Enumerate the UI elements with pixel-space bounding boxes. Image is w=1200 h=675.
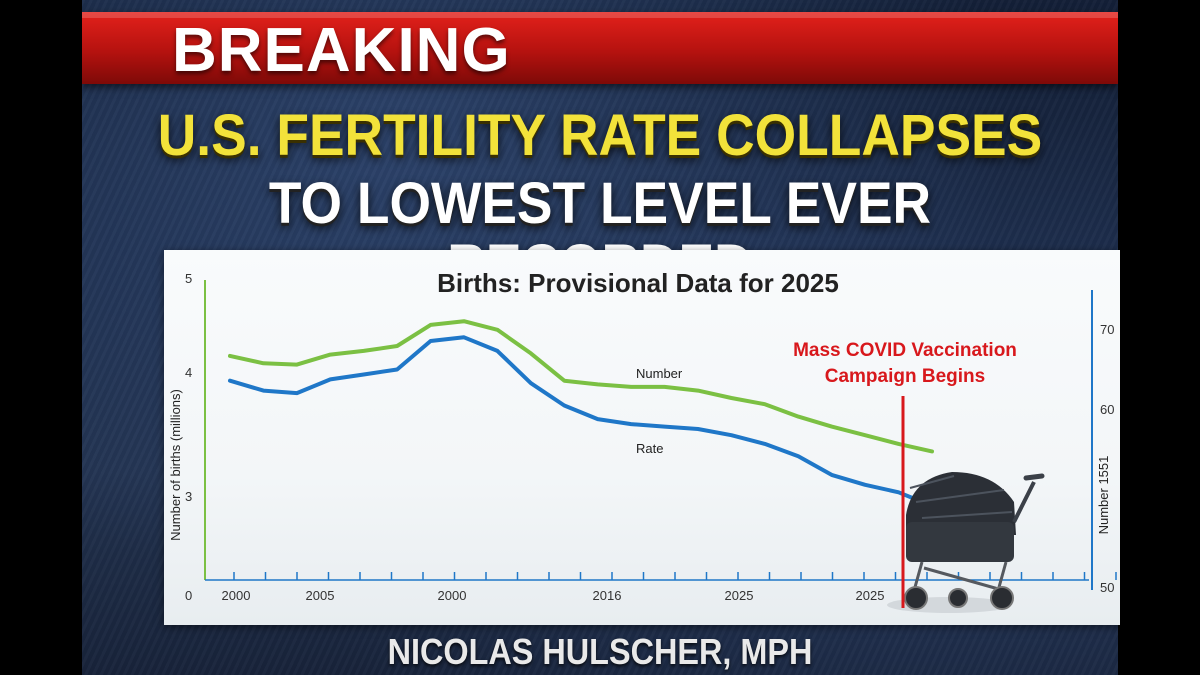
data-point-number bbox=[629, 385, 633, 389]
data-point-rate bbox=[562, 403, 566, 408]
data-point-rate bbox=[328, 377, 332, 381]
data-point-rate bbox=[796, 454, 800, 458]
data-point-number bbox=[295, 363, 299, 367]
stroller-basket bbox=[906, 522, 1014, 562]
data-point-number bbox=[261, 361, 265, 365]
data-point-number bbox=[429, 323, 433, 327]
series-line-rate bbox=[228, 335, 934, 508]
x-tick-label: 2025 bbox=[725, 588, 754, 603]
right-axis-label: Number 1551 bbox=[1096, 456, 1111, 535]
data-point-number bbox=[696, 389, 700, 393]
data-point-number bbox=[529, 351, 533, 355]
stroller-wheel bbox=[904, 586, 928, 610]
data-point-rate bbox=[395, 367, 399, 372]
data-point-number bbox=[930, 449, 934, 453]
left-tick-label: 0 bbox=[185, 588, 192, 603]
left-tick-label: 5 bbox=[185, 271, 192, 286]
chart-title: Births: Provisional Data for 2025 bbox=[437, 268, 839, 298]
data-point-rate bbox=[228, 379, 232, 383]
data-point-number bbox=[663, 385, 667, 389]
data-point-rate bbox=[863, 483, 867, 487]
headline-line-1: U.S. FERTILITY RATE COLLAPSES bbox=[157, 103, 1043, 168]
x-tick-label: 2016 bbox=[593, 588, 622, 603]
left-tick-labels: 5 4 3 0 bbox=[185, 271, 192, 603]
stroller-hood bbox=[906, 472, 1016, 535]
stroller-handle bbox=[1023, 473, 1045, 481]
data-point-rate bbox=[462, 335, 466, 339]
x-tick-labels: 2000 2005 2000 2016 2025 2025 bbox=[222, 588, 885, 603]
stroller-image bbox=[887, 472, 1045, 613]
axes bbox=[204, 280, 1117, 590]
series-label-number: Number bbox=[636, 366, 683, 381]
data-point-number bbox=[395, 344, 399, 348]
data-point-number bbox=[830, 425, 834, 429]
right-tick-label: 50 bbox=[1100, 580, 1114, 595]
right-tick-label: 60 bbox=[1100, 402, 1114, 417]
data-point-number bbox=[362, 349, 366, 353]
left-tick-label: 4 bbox=[185, 365, 192, 380]
data-point-number bbox=[796, 415, 800, 419]
data-point-rate bbox=[596, 417, 600, 421]
data-point-rate bbox=[362, 372, 366, 377]
data-point-number bbox=[495, 328, 499, 332]
data-point-rate bbox=[696, 427, 700, 431]
series-layer bbox=[228, 319, 934, 508]
data-point-rate bbox=[295, 391, 299, 395]
data-point-rate bbox=[261, 389, 265, 393]
x-tick-label: 2025 bbox=[856, 588, 885, 603]
breaking-banner: BREAKING bbox=[82, 12, 1118, 84]
data-point-number bbox=[562, 379, 566, 383]
chart-panel: Births: Provisional Data for 2025 5 4 3 … bbox=[164, 250, 1120, 625]
byline: NICOLAS HULSCHER, MPH bbox=[387, 631, 813, 672]
x-axis-ticks bbox=[233, 572, 1117, 580]
right-tick-label: 70 bbox=[1100, 322, 1114, 337]
data-point-number bbox=[729, 396, 734, 400]
stroller-hood-folds bbox=[909, 475, 1013, 519]
stroller-handle-bar bbox=[1012, 481, 1036, 523]
data-point-number bbox=[596, 382, 600, 386]
data-point-rate bbox=[495, 349, 499, 353]
data-point-rate bbox=[663, 425, 667, 429]
x-tick-label: 2005 bbox=[306, 588, 335, 603]
data-point-rate bbox=[729, 433, 734, 437]
data-point-rate bbox=[830, 473, 834, 477]
data-point-rate bbox=[897, 490, 901, 494]
series-label-rate: Rate bbox=[636, 441, 663, 456]
x-tick-label: 2000 bbox=[222, 588, 251, 603]
stroller-wheel bbox=[948, 588, 968, 608]
data-point-number bbox=[462, 319, 466, 323]
data-point-rate bbox=[629, 422, 633, 426]
breaking-label: BREAKING bbox=[172, 16, 511, 85]
left-tick-label: 3 bbox=[185, 489, 192, 504]
annotation-line-1: Mass COVID Vaccination bbox=[793, 340, 1017, 361]
line-chart: Births: Provisional Data for 2025 5 4 3 … bbox=[168, 268, 1117, 613]
right-tick-labels: 70 60 50 bbox=[1100, 322, 1114, 595]
series-line-number bbox=[228, 319, 934, 454]
data-point-number bbox=[897, 442, 901, 446]
data-point-rate bbox=[429, 339, 433, 343]
data-point-number bbox=[228, 354, 232, 358]
data-point-number bbox=[863, 433, 867, 437]
annotation-line-2: Campaign Begins bbox=[825, 366, 985, 387]
data-point-rate bbox=[529, 381, 533, 385]
x-tick-label: 2000 bbox=[438, 588, 467, 603]
stroller-wheel bbox=[990, 586, 1014, 610]
data-point-number bbox=[328, 353, 332, 357]
data-point-number bbox=[763, 402, 767, 406]
data-point-rate bbox=[763, 442, 767, 446]
left-axis-label: Number of births (millions) bbox=[168, 389, 183, 541]
